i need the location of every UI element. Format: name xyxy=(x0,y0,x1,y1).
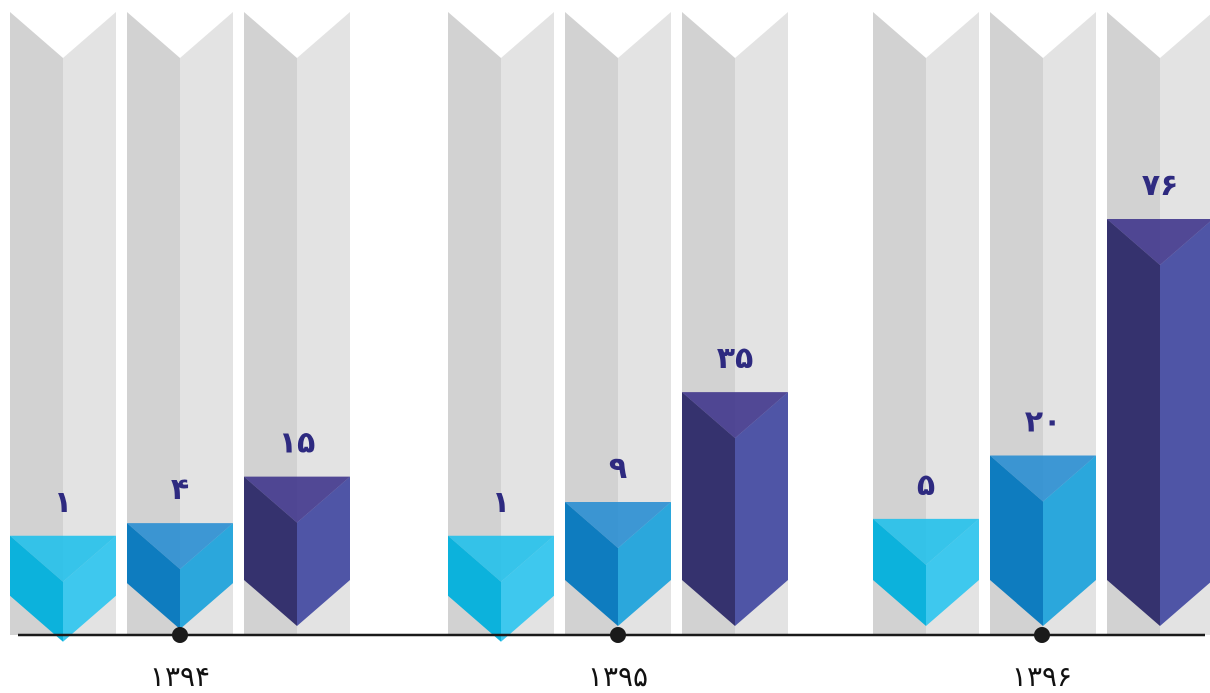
bar-track xyxy=(873,12,979,635)
value-label: ۲۰ xyxy=(1025,405,1062,440)
value-label: ۹ xyxy=(609,451,627,486)
value-label: ۵ xyxy=(917,468,935,503)
x-tick-label: ۱۳۹۶ xyxy=(1012,660,1072,693)
axis-marker xyxy=(1034,627,1050,643)
bar xyxy=(127,523,233,630)
value-label: ۳۵ xyxy=(717,341,754,376)
value-label: ۱ xyxy=(492,485,510,520)
value-labels: ۱ ۴ ۱۵ ۱ ۹ ۳۵ ۵ ۲۰ ۷۶ xyxy=(54,168,1178,520)
x-axis: ۱۳۹۴ ۱۳۹۵ ۱۳۹۶ xyxy=(150,627,1072,693)
axis-marker xyxy=(610,627,626,643)
bar xyxy=(10,535,116,642)
value-label: ۷۶ xyxy=(1142,168,1179,203)
bars xyxy=(10,219,1210,642)
bar xyxy=(1107,219,1210,626)
axis-marker xyxy=(172,627,188,643)
bar xyxy=(873,518,979,626)
x-tick-label: ۱۳۹۴ xyxy=(150,660,210,693)
bar-track xyxy=(565,12,671,635)
bar xyxy=(682,392,788,626)
x-tick-label: ۱۳۹۵ xyxy=(588,660,648,693)
bar xyxy=(448,535,554,642)
value-label: ۱۵ xyxy=(279,426,316,461)
bar xyxy=(244,476,350,626)
value-label: ۱ xyxy=(54,485,72,520)
bar xyxy=(565,501,671,626)
bar-track xyxy=(448,12,554,635)
bar-track xyxy=(10,12,116,635)
bar-track xyxy=(127,12,233,635)
bar xyxy=(990,455,1096,626)
value-label: ۴ xyxy=(171,472,189,507)
